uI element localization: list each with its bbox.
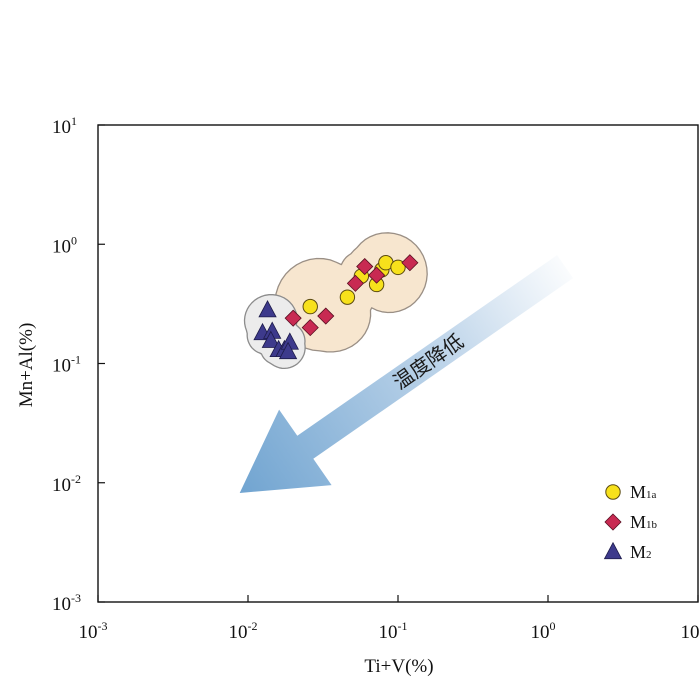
x-tick-label: 101 [681, 619, 700, 643]
y-tick-label: 101 [52, 114, 77, 138]
plot-frame [97, 124, 699, 603]
arrow-label: 温度降低 [389, 329, 468, 394]
data-point-m2 [278, 341, 298, 360]
legend-label-m1a: M1a [630, 482, 657, 502]
y-tick-label: 10-3 [52, 591, 81, 615]
x-tick-label: 100 [531, 619, 556, 643]
data-points [253, 254, 419, 360]
axes: 10-3 10-2 10-1 100 101 10-3 10-2 10-1 100 101 Ti+V… [16, 114, 700, 677]
legend-marker-m1b [604, 513, 622, 531]
y-axis-title: Mn+Al(%) [16, 323, 37, 408]
data-point-m1b [346, 274, 364, 292]
x-tick-label: 10-1 [379, 619, 408, 643]
data-point-m2 [258, 300, 277, 318]
legend-marker-m2 [603, 541, 623, 560]
data-point-m1a [302, 298, 318, 315]
x-axis-title: Ti+V(%) [364, 656, 433, 677]
data-point-m1b [368, 266, 386, 284]
x-tick-label: 10-3 [79, 619, 108, 643]
cluster-outlines [243, 232, 428, 370]
data-point-m1b [301, 319, 319, 337]
data-point-m1b [284, 309, 302, 327]
legend: M1a M1b M2 [603, 482, 658, 562]
y-tick-label: 100 [52, 233, 77, 257]
arrow-shape [239, 255, 574, 493]
data-point-m1b [401, 254, 419, 272]
legend-label-m2: M2 [630, 542, 652, 562]
data-point-m1a [339, 289, 356, 305]
y-tick-label: 10-1 [52, 353, 81, 377]
data-point-m2 [261, 330, 281, 348]
legend-label-m1b: M1b [630, 512, 658, 532]
legend-marker-m1a [605, 484, 621, 500]
x-tick-label: 10-2 [229, 619, 258, 643]
data-point-m1b [356, 257, 374, 276]
data-point-m1b [317, 307, 335, 325]
y-tick-label: 10-2 [52, 472, 81, 496]
data-point-m1a [390, 259, 406, 276]
